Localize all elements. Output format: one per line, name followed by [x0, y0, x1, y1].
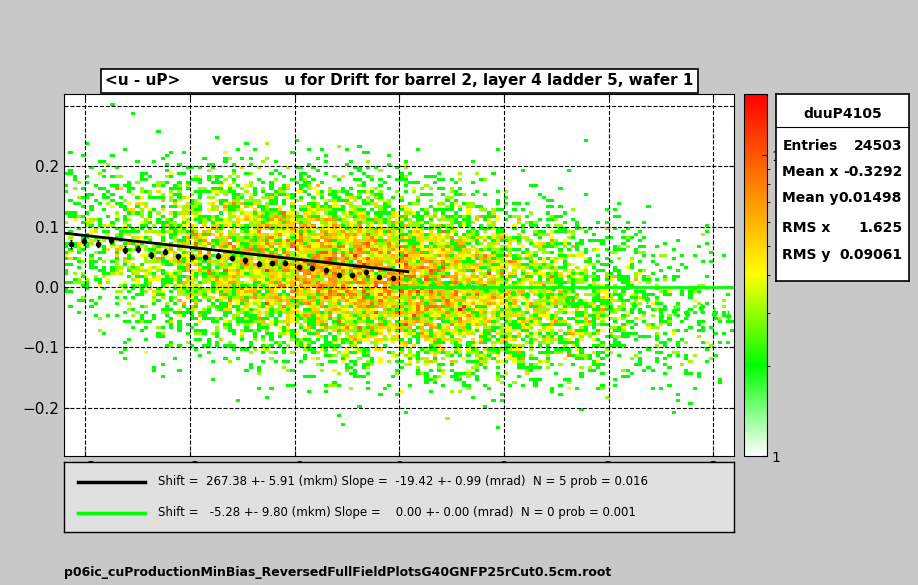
- Text: Mean x: Mean x: [782, 165, 839, 179]
- Text: RMS y: RMS y: [782, 247, 831, 261]
- Text: -0.3292: -0.3292: [843, 165, 902, 179]
- Text: 1.625: 1.625: [858, 221, 902, 235]
- Text: Mean y: Mean y: [782, 191, 839, 205]
- Text: Entries: Entries: [782, 139, 837, 153]
- Text: RMS x: RMS x: [782, 221, 831, 235]
- Title: <u - uP>      versus   u for Drift for barrel 2, layer 4 ladder 5, wafer 1: <u - uP> versus u for Drift for barrel 2…: [106, 73, 693, 88]
- Text: Shift =  267.38 +- 5.91 (mkm) Slope =  -19.42 +- 0.99 (mrad)  N = 5 prob = 0.016: Shift = 267.38 +- 5.91 (mkm) Slope = -19…: [158, 475, 648, 488]
- Text: Shift =   -5.28 +- 9.80 (mkm) Slope =    0.00 +- 0.00 (mrad)  N = 0 prob = 0.001: Shift = -5.28 +- 9.80 (mkm) Slope = 0.00…: [158, 506, 636, 519]
- Text: 24503: 24503: [854, 139, 902, 153]
- Text: 0.09061: 0.09061: [839, 247, 902, 261]
- Text: p06ic_cuProductionMinBias_ReversedFullFieldPlotsG40GNFP25rCut0.5cm.root: p06ic_cuProductionMinBias_ReversedFullFi…: [64, 566, 611, 579]
- Text: duuP4105: duuP4105: [803, 106, 881, 121]
- Text: 0.01498: 0.01498: [839, 191, 902, 205]
